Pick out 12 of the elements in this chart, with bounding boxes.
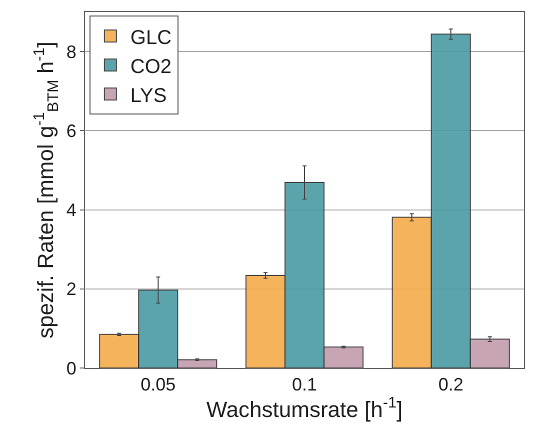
x-tick-label: 0.1	[292, 374, 318, 395]
y-tick-label: 0	[66, 358, 76, 378]
y-tick-label: 6	[66, 120, 76, 141]
x-tick-label: 0.05	[140, 374, 176, 395]
y-tick-label: 4	[66, 200, 76, 220]
x-axis-title: Wachstumsrate [h$^{-1}$]	[206, 394, 403, 422]
legend-label: CO2	[130, 56, 172, 78]
x-tick-label: 0.2	[438, 374, 464, 395]
legend-label: GLC	[130, 26, 172, 49]
y-tick-label: 8	[66, 42, 76, 62]
legend-label: LYS	[130, 84, 167, 107]
y-tick-label: 2	[66, 279, 76, 300]
